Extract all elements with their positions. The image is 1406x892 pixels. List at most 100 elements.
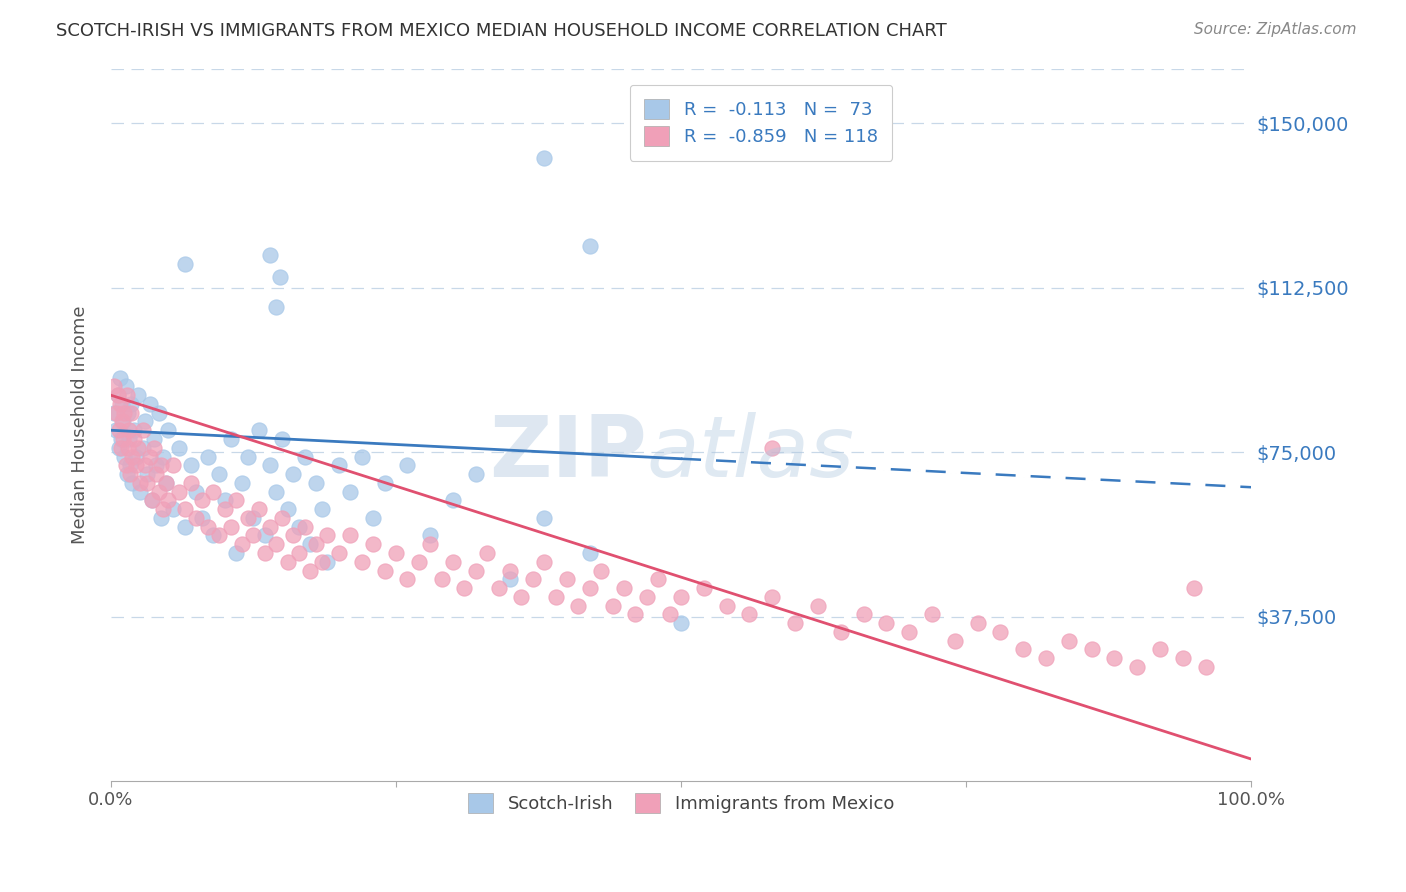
Point (602, 599, 624, 613)
Point (110, 432, 132, 446)
Point (259, 519, 281, 533)
Point (110, 441, 132, 455)
Point (114, 406, 136, 420)
Point (253, 546, 276, 560)
Point (105, 423, 128, 437)
Point (131, 441, 153, 455)
Text: atlas: atlas (647, 412, 855, 495)
Point (219, 519, 242, 533)
Point (408, 555, 430, 569)
Point (129, 475, 152, 490)
Point (103, 379, 125, 393)
Point (852, 607, 875, 622)
Point (138, 397, 160, 411)
Y-axis label: Median Household Income: Median Household Income (72, 305, 89, 544)
Point (236, 450, 259, 464)
Point (277, 502, 299, 516)
Point (1195, 660, 1218, 674)
Point (127, 388, 149, 402)
Point (112, 414, 135, 428)
Point (339, 528, 361, 542)
Point (117, 406, 139, 420)
Point (208, 467, 231, 481)
Point (475, 546, 498, 560)
Point (693, 581, 716, 595)
Point (111, 397, 134, 411)
Point (419, 537, 441, 551)
Point (162, 502, 184, 516)
Point (197, 450, 219, 464)
Point (339, 484, 361, 499)
Point (236, 511, 259, 525)
Point (253, 528, 276, 542)
Point (294, 519, 316, 533)
Point (180, 458, 202, 473)
Point (1035, 651, 1057, 665)
Point (441, 555, 464, 569)
Point (990, 624, 1012, 639)
Point (120, 397, 142, 411)
Point (156, 423, 179, 437)
Point (567, 599, 589, 613)
Point (125, 450, 148, 464)
Point (231, 475, 253, 490)
Point (716, 599, 738, 613)
Point (136, 475, 159, 490)
Point (125, 458, 148, 473)
Point (197, 519, 219, 533)
Point (191, 493, 214, 508)
Point (1171, 651, 1194, 665)
Point (242, 511, 264, 525)
Point (107, 388, 129, 402)
Point (131, 423, 153, 437)
Point (464, 564, 486, 578)
Point (453, 581, 475, 595)
Point (143, 441, 166, 455)
Point (167, 484, 190, 499)
Point (270, 432, 292, 446)
Point (242, 528, 264, 542)
Point (134, 458, 156, 473)
Point (149, 511, 172, 525)
Point (361, 537, 384, 551)
Point (647, 572, 669, 586)
Point (155, 475, 177, 490)
Point (875, 616, 897, 631)
Point (118, 423, 141, 437)
Point (112, 432, 135, 446)
Point (277, 555, 299, 569)
Point (186, 484, 208, 499)
Point (288, 546, 311, 560)
Point (921, 607, 943, 622)
Point (120, 458, 142, 473)
Point (120, 467, 142, 481)
Point (202, 484, 225, 499)
Point (373, 475, 395, 490)
Point (264, 484, 287, 499)
Point (117, 441, 139, 455)
Point (294, 450, 316, 464)
Point (464, 467, 486, 481)
Point (305, 475, 328, 490)
Point (118, 432, 141, 446)
Point (115, 467, 138, 481)
Point (499, 564, 522, 578)
Point (283, 528, 305, 542)
Point (214, 502, 236, 516)
Point (108, 370, 131, 384)
Point (396, 458, 419, 473)
Point (156, 493, 179, 508)
Point (225, 546, 247, 560)
Point (299, 537, 322, 551)
Point (136, 467, 159, 481)
Point (1012, 642, 1035, 657)
Point (350, 450, 373, 464)
Point (103, 406, 125, 420)
Point (533, 511, 555, 525)
Point (1104, 651, 1126, 665)
Point (636, 590, 658, 604)
Point (108, 397, 131, 411)
Point (152, 450, 174, 464)
Point (613, 581, 636, 595)
Point (1126, 660, 1149, 674)
